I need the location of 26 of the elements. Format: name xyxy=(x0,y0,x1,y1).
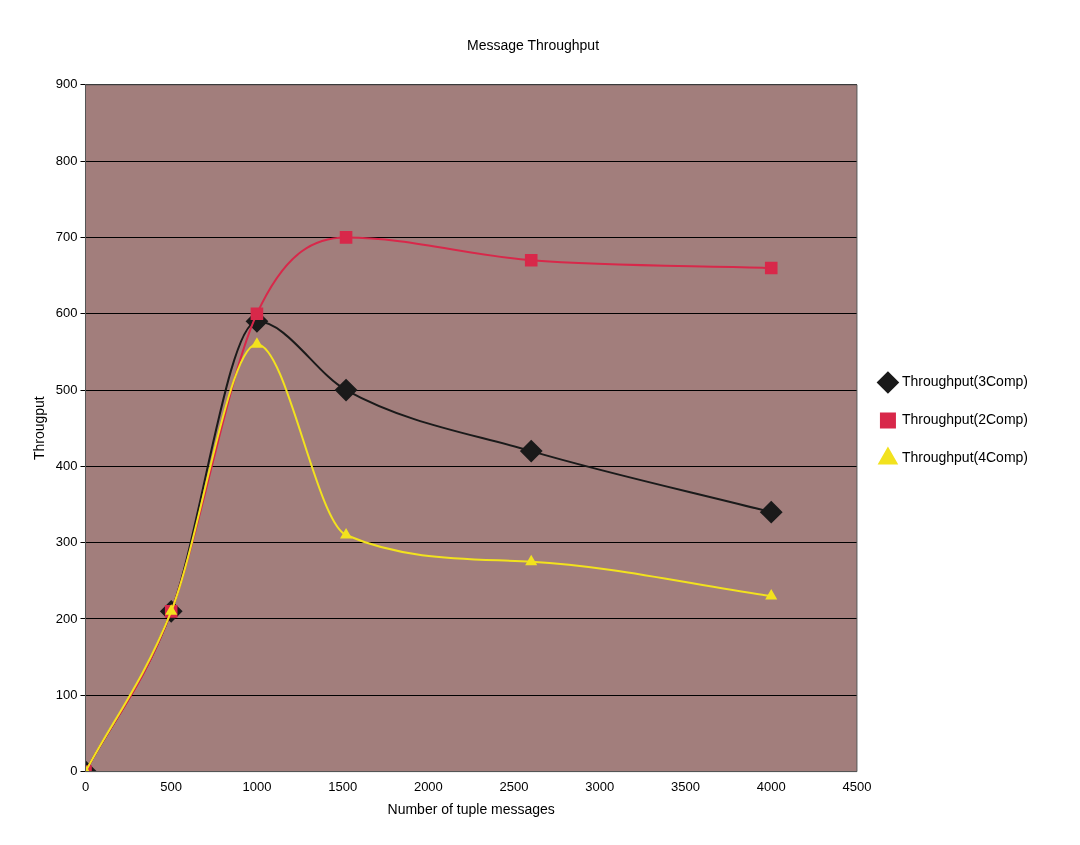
y-tick-label: 100 xyxy=(55,686,78,702)
legend-label: Throughput(3Comp) xyxy=(901,373,1028,390)
x-tick-label: 1000 xyxy=(242,778,272,794)
y-tick-label: 200 xyxy=(55,610,78,626)
x-tick-label: 1500 xyxy=(328,778,358,794)
y-tick-label: 500 xyxy=(55,381,78,397)
y-tick-label: 400 xyxy=(55,457,78,473)
y-tick-label: 800 xyxy=(55,152,78,168)
x-tick-label: 3500 xyxy=(671,778,700,794)
y-tick-label: 0 xyxy=(70,763,78,779)
y-axis-title: Througput xyxy=(31,396,48,461)
x-axis-title: Number of tuple messages xyxy=(387,801,555,818)
x-tick-label: 3000 xyxy=(585,778,615,794)
x-tick-label: 500 xyxy=(160,778,183,794)
legend-label: Throughput(2Comp) xyxy=(901,411,1028,428)
chart-title: Message Throughput xyxy=(466,37,600,54)
x-tick-label: 4000 xyxy=(756,778,786,794)
x-tick-label: 0 xyxy=(81,778,90,794)
y-tick-label: 900 xyxy=(55,76,78,92)
y-tick-label: 700 xyxy=(55,229,78,244)
y-tick-label: 300 xyxy=(55,534,78,550)
legend-label: Throughput(4Comp) xyxy=(901,449,1028,466)
x-tick-label: 2000 xyxy=(413,778,443,794)
y-tick-label: 600 xyxy=(55,305,78,321)
x-tick-label: 2500 xyxy=(499,778,529,794)
x-tick-label: 4500 xyxy=(842,778,872,794)
